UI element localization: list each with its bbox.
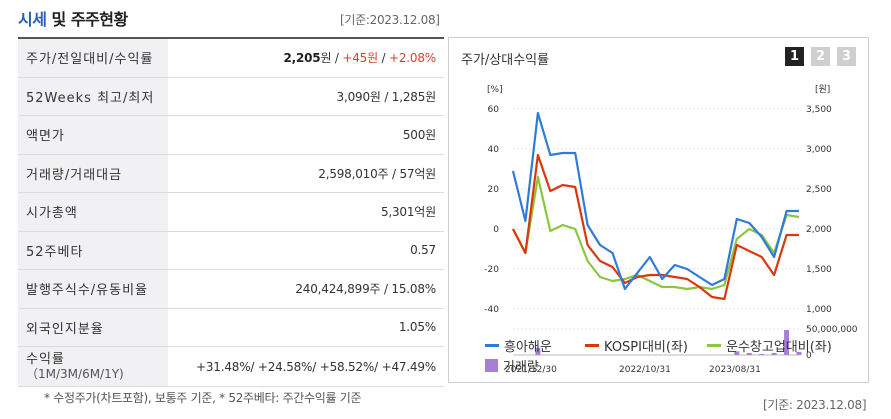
x-tick-label: 2021/12/30 (505, 365, 557, 373)
chart-tab-2[interactable]: 2 (811, 47, 830, 66)
separator: / (377, 50, 390, 65)
volume-bar (796, 351, 802, 355)
section-title: 시세 및 주주현황 (18, 6, 128, 30)
section-title-accent: 시세 (18, 10, 47, 29)
right-tick-label: 2,000 (806, 225, 832, 235)
table-row: 외국인지분율 1.05% (18, 308, 444, 347)
price-change: +45원 (342, 51, 378, 66)
volume-bar (734, 351, 740, 355)
row-value: 5,301억원 (380, 205, 436, 220)
current-price: 2,205 (283, 50, 321, 65)
legend-swatch (485, 344, 499, 347)
table-row: 52주베타 0.57 (18, 231, 444, 270)
left-tick-label: 0 (493, 225, 499, 235)
legend-item-kospi: KOSPI대비(좌) (585, 336, 688, 355)
right-axis-unit: [원] (815, 84, 830, 95)
chart-tab-3[interactable]: 3 (837, 47, 856, 66)
chart-tab-1[interactable]: 1 (785, 47, 804, 66)
row-label: 52주베타 (18, 231, 168, 269)
footnote: * 수정주가(차트포함), 보통주 기준, * 52주베타: 주간수익률 기준 (44, 391, 362, 405)
price-value: 2,205 원 / +45원 / +2.08% (168, 39, 444, 77)
volume-bar (535, 347, 541, 355)
separator: / (331, 50, 343, 65)
chart-panel-title: 주가/상대수익률 (461, 53, 550, 68)
volume-bar (784, 330, 790, 355)
series-line (512, 153, 799, 301)
left-tick-label: 60 (488, 105, 500, 115)
volume-bar (759, 353, 765, 355)
row-value: 1.05% (398, 320, 436, 335)
price-unit: 원 (320, 51, 332, 66)
legend-swatch (485, 359, 498, 372)
returns-period-label: （1M/3M/6M/1Y) (26, 366, 124, 381)
x-tick-label: 2022/10/31 (619, 365, 671, 373)
chart-reference-date: [기준: 2023.12.08] (763, 398, 867, 412)
reference-date: [기준:2023.12.08] (340, 13, 440, 27)
left-tick-label: 20 (488, 185, 500, 195)
price-table: 주가/전일대비/수익률 2,205 원 / +45원 / +2.08% 52Wee… (18, 37, 444, 387)
left-tick-label: -40 (484, 305, 499, 315)
price-chart: [%] [원] 60 3,500 40 3,000 20 2,500 0 2,000 -20 1,50… (484, 84, 858, 373)
table-row: 발행주식수/유동비율 240,424,899주 / 15.08% (18, 270, 444, 309)
row-label: 52Weeks 최고/최저 (18, 77, 168, 115)
row-value: 3,090원 / 1,285원 (336, 89, 437, 104)
returns-label: 수익률 (26, 351, 65, 367)
row-value: 500원 (402, 128, 436, 143)
left-tick-label: -20 (484, 265, 499, 275)
table-row: 액면가 500원 (18, 116, 444, 155)
table-row: 주가/전일대비/수익률 2,205 원 / +45원 / +2.08% (18, 39, 444, 78)
legend-item-stock: 흥아해운 (485, 336, 552, 355)
legend-label: 거래량 (503, 360, 539, 375)
volume-tick-label: 0 (806, 351, 812, 361)
volume-bar (771, 352, 777, 355)
right-tick-label: 3,000 (806, 145, 832, 155)
legend-swatch (585, 344, 599, 347)
row-label: 액면가 (18, 116, 168, 154)
left-axis-unit: [%] (487, 85, 503, 95)
volume-tick-label: 50,000,000 (806, 325, 858, 335)
x-tick-label: 2023/08/31 (709, 365, 761, 373)
legend-item-sector: 운수창고업대비(좌) (707, 336, 832, 355)
chart-tabs: 1 2 3 (785, 47, 856, 66)
row-label: 수익률 （1M/3M/6M/1Y) (18, 347, 168, 386)
legend-label: KOSPI대비(좌) (604, 340, 688, 355)
right-tick-label: 1,500 (806, 265, 832, 275)
table-row: 수익률 （1M/3M/6M/1Y) +31.48%/ +24.58%/ +58.… (18, 347, 444, 387)
legend-label: 운수창고업대비(좌) (726, 340, 832, 355)
row-value: 2,598,010주 / 57억원 (318, 166, 436, 181)
section-title-rest: 및 주주현황 (46, 10, 129, 29)
legend-item-volume: 거래량 (485, 356, 539, 375)
right-tick-label: 1,000 (806, 305, 832, 315)
legend-swatch (707, 344, 721, 347)
row-label: 외국인지분율 (18, 308, 168, 346)
series-line (511, 111, 799, 291)
row-label: 주가/전일대비/수익률 (18, 39, 168, 77)
returns-value: +31.48%/ +24.58%/ +58.52%/ +47.49% (195, 359, 436, 374)
legend-label: 흥아해운 (504, 340, 552, 355)
table-row: 거래량/거래대금 2,598,010주 / 57억원 (18, 154, 444, 193)
right-tick-label: 2,500 (806, 185, 832, 195)
row-label: 발행주식수/유동비율 (18, 270, 168, 308)
table-row: 시가총액 5,301억원 (18, 193, 444, 232)
series-line (512, 175, 800, 291)
row-label: 거래량/거래대금 (18, 154, 168, 192)
table-row: 52Weeks 최고/최저 3,090원 / 1,285원 (18, 77, 444, 116)
left-tick-label: 40 (488, 145, 500, 155)
price-change-pct: +2.08% (389, 50, 436, 65)
row-label: 시가총액 (18, 193, 168, 231)
chart-panel: 주가/상대수익률 1 2 3 [%] [원] 60 3,500 40 3,000 20 2,5… (448, 37, 869, 383)
row-value: 240,424,899주 / 15.08% (295, 282, 436, 297)
volume-bar (746, 352, 752, 355)
right-tick-label: 3,500 (806, 105, 832, 115)
row-value: 0.57 (410, 243, 436, 258)
